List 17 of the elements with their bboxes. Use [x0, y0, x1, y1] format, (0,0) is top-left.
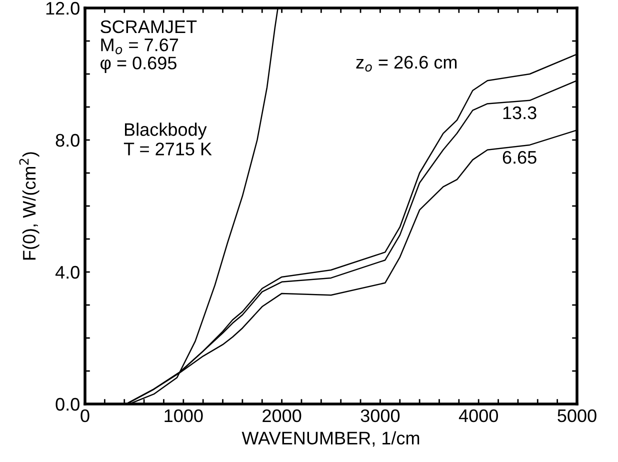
x-tick-label: 3000 [360, 409, 400, 422]
x-tick-label: 1000 [164, 409, 203, 422]
y-axis-title: F(0), W/(cm$^{2}$) [19, 152, 40, 260]
y-tick-label: 4.0 [55, 266, 80, 279]
series-label: 6.65 [502, 150, 536, 164]
y-tick-label: 12.0 [46, 2, 80, 15]
y-tick-label: 0.0 [56, 398, 80, 411]
x-tick-label: 0 [80, 409, 90, 422]
annotation: SCRAMJET M$_{o}$ = 7.67 φ = 0.695 [100, 20, 197, 73]
series-label: z$_{o}$ = 26.6 cm [356, 56, 457, 72]
text: Blackbody T = 2715 K [124, 122, 212, 156]
x-tick-label: 4000 [458, 409, 498, 422]
x-tick-label: 2000 [262, 409, 302, 422]
x-tick-label: 5000 [558, 409, 596, 422]
y-tick-label: 8.0 [56, 134, 80, 147]
legend-label: 13.3 [503, 106, 536, 120]
x-axis-title: WAVENUMBER, 1/cm [242, 431, 420, 447]
